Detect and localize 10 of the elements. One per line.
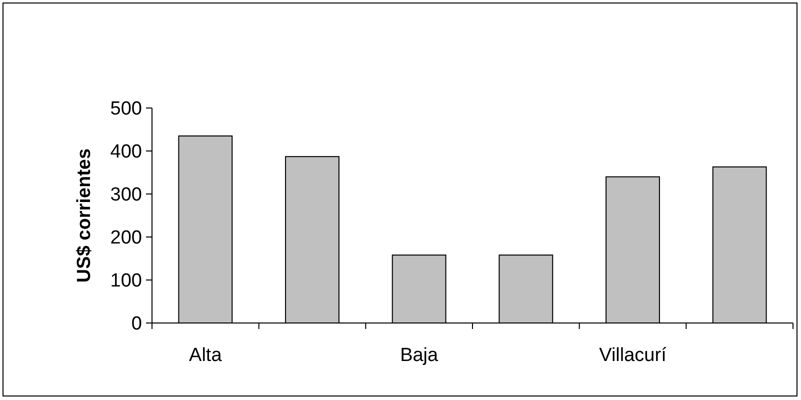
y-axis-title: US$ corrientes: [74, 148, 95, 283]
x-tick-label: Villacurí: [599, 345, 668, 366]
x-tick-label: Baja: [400, 345, 439, 366]
y-tick-label: 100: [110, 270, 142, 292]
y-tick-label: 500: [110, 98, 142, 120]
y-tick-label: 400: [110, 142, 142, 163]
y-tick-label: 0: [131, 314, 142, 335]
y-tick-label: 300: [110, 184, 142, 206]
y-tick-label: 200: [110, 228, 142, 249]
x-tick-label: Alta: [189, 345, 222, 366]
